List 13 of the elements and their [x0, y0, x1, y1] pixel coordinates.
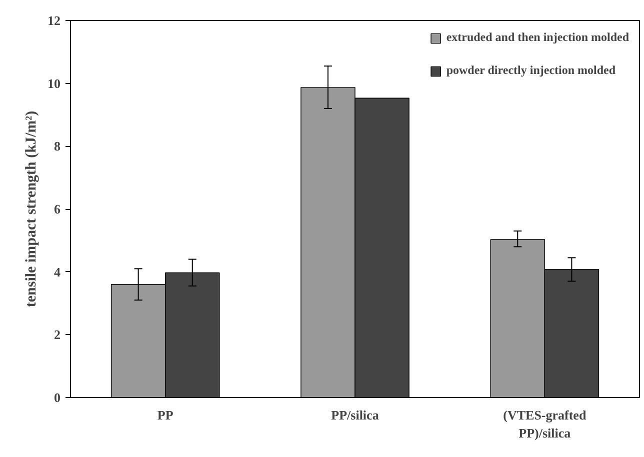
y-tick-label: 8 [54, 138, 61, 154]
y-tick-label: 2 [54, 327, 60, 342]
legend-label: extruded and then injection molded [446, 30, 629, 45]
y-axis-title: tensile impact strength (kJ/m²) [24, 110, 40, 308]
y-tick-label: 12 [48, 13, 60, 28]
x-tick-label: (VTES-grafted PP)/silica [503, 408, 587, 440]
y-tick-label: 0 [54, 390, 60, 405]
y-tick-label: 4 [54, 264, 61, 280]
y-tick-label: 10 [48, 76, 60, 91]
y-tick-label: 6 [54, 202, 61, 216]
x-tick-label: PP/silica [331, 408, 380, 422]
x-tick-label: PP [157, 408, 174, 422]
legend-label: powder directly injection molded [446, 63, 616, 78]
